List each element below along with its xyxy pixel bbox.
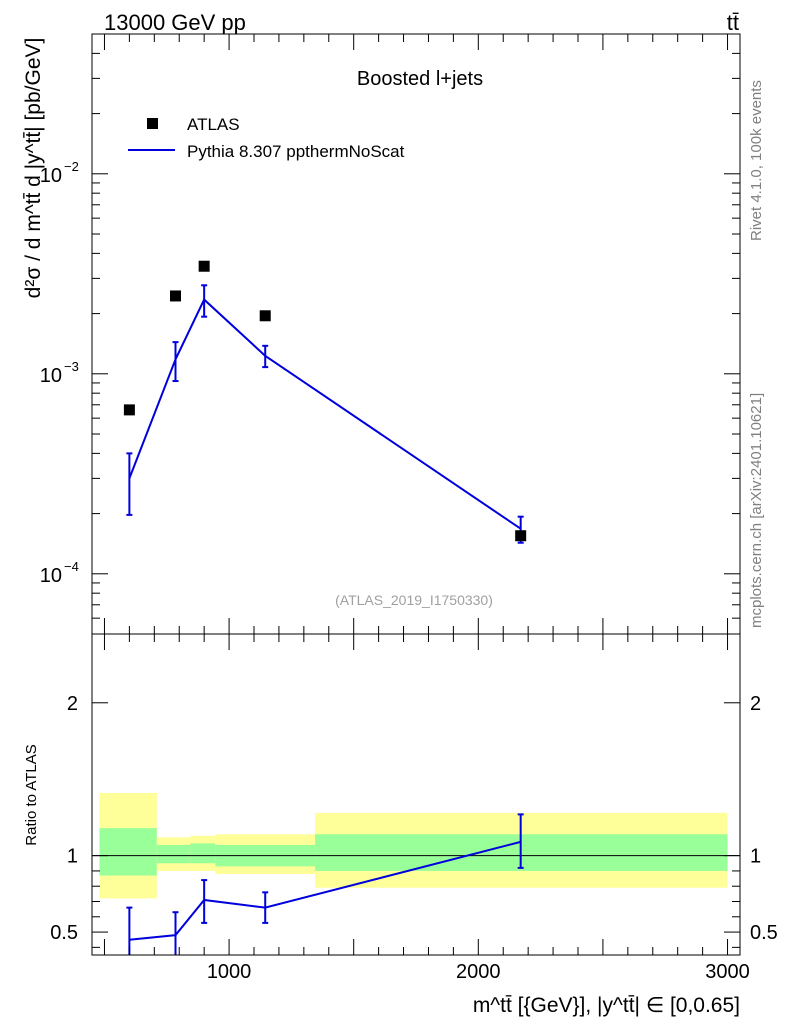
- ratio-y-tick-label-right: 0.5: [750, 922, 778, 944]
- main-y-tick-label-exponent: −3: [64, 359, 79, 374]
- x-axis-label: m^tt̄ [{GeV}], |y^tt̄| ∈ [0,0.65]: [473, 994, 740, 1017]
- ratio-y-tick-label-left: 2: [67, 693, 78, 715]
- ratio-uncertainty-band-inner: [156, 844, 191, 864]
- legend-pythia-label: Pythia 8.307 ppthermNoScat: [187, 142, 405, 161]
- atlas-data-point: [259, 310, 271, 322]
- main-y-tick-label-base: 10: [40, 165, 62, 187]
- ratio-uncertainty-band-inner: [99, 828, 157, 876]
- ratio-y-axis-label: Ratio to ATLAS: [23, 744, 40, 845]
- header-process-label: tt̄: [727, 10, 739, 35]
- ratio-y-tick-label-right: 1: [750, 846, 761, 868]
- main-y-tick-label-base: 10: [40, 365, 62, 387]
- main-y-axis-label: d²σ / d m^tt̄ d |y^tt̄| [pb/GeV]: [22, 38, 45, 299]
- ratio-panel-frame: [91, 633, 741, 956]
- ratio-y-tick-label-left: 0.5: [50, 922, 78, 944]
- main-chart-title: Boosted l+jets: [357, 68, 483, 90]
- atlas-data-point: [123, 404, 135, 416]
- x-tick-label: 2000: [456, 961, 501, 983]
- legend: ATLAS Pythia 8.307 ppthermNoScat: [128, 115, 405, 161]
- ratio-uncertainty-band-inner: [190, 843, 216, 864]
- main-y-tick-label: 10 −3: [40, 359, 79, 387]
- atlas-data-point: [515, 530, 527, 542]
- ratio-panel: [92, 792, 740, 899]
- legend-atlas-label: ATLAS: [187, 115, 240, 134]
- mcplots-label: mcplots.cern.ch [arXiv:2401.10621]: [748, 393, 765, 628]
- main-axis-ticks: 10−410−310−2: [40, 33, 740, 635]
- atlas-data-point: [198, 260, 210, 272]
- main-data-layer: [123, 260, 527, 544]
- x-tick-label: 3000: [705, 961, 750, 983]
- legend-atlas-marker: [147, 118, 158, 129]
- ratio-y-tick-label-left: 1: [67, 846, 78, 868]
- main-y-tick-label: 10 −2: [40, 159, 79, 187]
- rivet-version-label: Rivet 4.1.0, 100k events: [748, 80, 765, 241]
- main-y-tick-label: 10 −4: [40, 559, 79, 587]
- analysis-watermark: (ATLAS_2019_I1750330): [335, 592, 493, 608]
- pythia-series-line: [128, 297, 522, 530]
- ratio-y-tick-label-right: 2: [750, 693, 761, 715]
- main-y-tick-label-base: 10: [40, 565, 62, 587]
- main-y-tick-label-exponent: −2: [64, 159, 79, 174]
- x-tick-label: 1000: [207, 961, 252, 983]
- atlas-data-point: [169, 290, 181, 302]
- header-collision-label: 13000 GeV pp: [104, 10, 246, 35]
- ratio-axis-ticks: 0.5 0.5 1 1 2 2 1000 2000 3000: [50, 634, 778, 983]
- main-y-tick-label-exponent: −4: [64, 559, 79, 574]
